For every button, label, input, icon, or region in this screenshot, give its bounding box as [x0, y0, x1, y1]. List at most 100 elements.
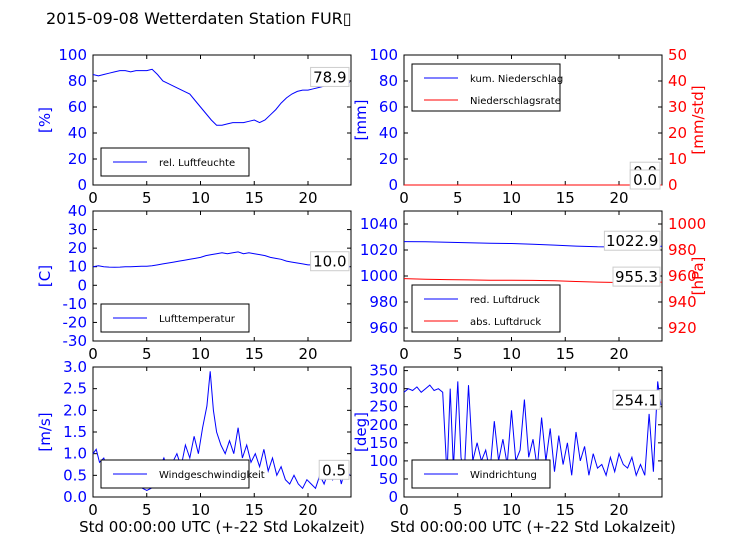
temperature-xtick-label: 0 — [88, 345, 98, 363]
precipitation-ytick-label: 20 — [379, 150, 398, 168]
temperature-ytick-label: -30 — [63, 332, 88, 350]
winddirection-ytick-label: 0 — [388, 488, 398, 506]
windspeed-xtick-label: 10 — [191, 501, 210, 519]
pressure-xtick-label: 15 — [556, 345, 575, 363]
windspeed-ytick-label: 2.0 — [63, 401, 87, 419]
pressure-last-value: 1022.9 — [606, 232, 659, 250]
pressure-xtick-label: 20 — [609, 345, 628, 363]
precipitation-legend-label: Niederschlagsrate — [470, 96, 561, 107]
precipitation-xtick-label: 10 — [502, 189, 521, 207]
humidity-xtick-label: 0 — [88, 189, 98, 207]
temperature-ytick-label: 20 — [68, 239, 87, 257]
precipitation-y2tick-label: 20 — [668, 124, 687, 142]
pressure-last-value-2: 955.3 — [615, 268, 658, 286]
temperature-xtick-label: 10 — [191, 345, 210, 363]
pressure-y2tick-label: 1000 — [668, 215, 706, 233]
xlabel-left: Std 00:00:00 UTC (+-22 Std Lokalzeit) — [79, 518, 365, 536]
winddirection-xtick-label: 10 — [502, 501, 521, 519]
pressure-last-value-box — [603, 230, 661, 251]
winddirection-ytick-label: 50 — [379, 470, 398, 488]
pressure-ytick-label: 1040 — [360, 215, 398, 233]
temperature-xtick-label: 15 — [245, 345, 264, 363]
winddirection-last-value: 254.1 — [615, 391, 658, 409]
pressure-ytick-label: 980 — [369, 293, 398, 311]
precipitation-xtick-label: 20 — [609, 189, 628, 207]
humidity-last-value: 78.9 — [313, 68, 346, 86]
precipitation-ytick-label: 100 — [369, 46, 398, 64]
winddirection-ytick-label: 200 — [369, 416, 398, 434]
humidity-ylabel: [%] — [36, 107, 54, 133]
humidity-ytick-label: 80 — [68, 72, 87, 90]
precipitation-y2tick-label: 40 — [668, 72, 687, 90]
pressure-ytick-label: 1020 — [360, 241, 398, 259]
precipitation-ylabel: [mm] — [352, 100, 370, 141]
winddirection-ytick-label: 300 — [369, 380, 398, 398]
humidity-series-line — [92, 68, 350, 126]
temperature-ytick-label: 10 — [68, 258, 87, 276]
windspeed-xtick-label: 15 — [245, 501, 264, 519]
pressure-xtick-label: 5 — [453, 345, 463, 363]
windspeed-ytick-label: 1.0 — [63, 445, 87, 463]
winddirection-xtick-label: 15 — [556, 501, 575, 519]
temperature-ytick-label: 30 — [68, 221, 87, 239]
pressure-xtick-label: 10 — [502, 345, 521, 363]
temperature-ytick-label: 40 — [68, 202, 87, 220]
precipitation-legend-label: kum. Niederschlag — [470, 74, 563, 85]
precipitation-y2tick-label: 50 — [668, 46, 687, 64]
precipitation-xtick-label: 5 — [453, 189, 463, 207]
precipitation-ytick-label: 60 — [379, 98, 398, 116]
pressure-ytick-label: 1000 — [360, 267, 398, 285]
figure-title: 2015-09-08 Wetterdaten Station FUR▯ — [46, 9, 352, 28]
temperature-ytick-label: -20 — [63, 313, 88, 331]
precipitation-ytick-label: 40 — [379, 124, 398, 142]
pressure-y2label: [hPa] — [689, 257, 707, 296]
temperature-last-value-box — [310, 251, 350, 272]
temperature-xtick-label: 20 — [298, 345, 317, 363]
windspeed-ytick-label: 0.0 — [63, 488, 87, 506]
pressure-xtick-label: 0 — [399, 345, 409, 363]
humidity-ytick-label: 0 — [77, 176, 87, 194]
xlabel-right: Std 00:00:00 UTC (+-22 Std Lokalzeit) — [390, 518, 676, 536]
pressure-y2tick-label: 940 — [668, 293, 697, 311]
windspeed-ytick-label: 3.0 — [63, 358, 87, 376]
humidity-ytick-label: 40 — [68, 124, 87, 142]
windspeed-legend-label: Windgeschwindigkeit — [159, 470, 265, 481]
windspeed-ylabel: [m/s] — [36, 412, 54, 451]
precipitation-ytick-label: 80 — [379, 72, 398, 90]
humidity-legend-label: rel. Luftfeuchte — [159, 158, 235, 169]
windspeed-ytick-label: 0.5 — [63, 466, 87, 484]
precipitation-y2tick-label: 10 — [668, 150, 687, 168]
windspeed-xtick-label: 0 — [88, 501, 98, 519]
winddirection-ytick-label: 350 — [369, 362, 398, 380]
windspeed-ytick-label: 2.5 — [63, 380, 87, 398]
winddirection-ytick-label: 250 — [369, 398, 398, 416]
pressure-legend-label: abs. Luftdruck — [470, 317, 541, 328]
winddirection-xtick-label: 0 — [399, 501, 409, 519]
temperature-last-value: 10.0 — [313, 253, 346, 271]
precipitation-last-value-2-box — [629, 169, 661, 190]
pressure-legend-label: red. Luftdruck — [470, 295, 540, 306]
pressure-ytick-label: 960 — [369, 319, 398, 337]
precipitation-y2tick-label: 30 — [668, 98, 687, 116]
temperature-ylabel: [C] — [36, 265, 54, 287]
windspeed-last-value: 0.5 — [322, 461, 346, 479]
winddirection-ylabel: [deg] — [352, 412, 370, 452]
pressure-y2tick-label: 960 — [668, 267, 697, 285]
pressure-last-value-2-box — [612, 266, 661, 287]
temperature-ytick-label: 0 — [77, 276, 87, 294]
temperature-xtick-label: 5 — [142, 345, 152, 363]
humidity-last-value-box — [310, 66, 350, 87]
humidity-xtick-label: 20 — [298, 189, 317, 207]
winddirection-last-value-box — [612, 389, 661, 410]
humidity-ytick-label: 100 — [58, 46, 87, 64]
precipitation-legend — [411, 63, 561, 112]
temperature-legend-label: Lufttemperatur — [159, 314, 236, 325]
winddirection-legend-label: Windrichtung — [470, 470, 537, 481]
winddirection-xtick-label: 5 — [453, 501, 463, 519]
pressure-legend — [411, 284, 561, 333]
windspeed-last-value-box — [318, 459, 350, 480]
pressure-y2tick-label: 980 — [668, 241, 697, 259]
temperature-ytick-label: -10 — [63, 295, 88, 313]
humidity-ytick-label: 60 — [68, 98, 87, 116]
